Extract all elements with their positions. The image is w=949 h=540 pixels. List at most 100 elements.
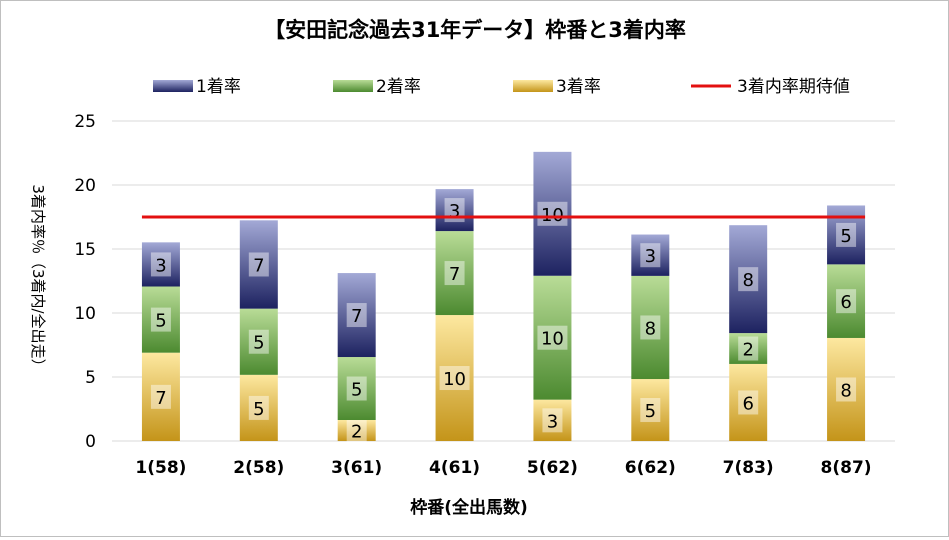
legend-item: 1着率 bbox=[153, 77, 241, 97]
x-tick-label: 3(61) bbox=[331, 458, 382, 478]
bar-segment bbox=[631, 234, 670, 276]
bar-segment bbox=[141, 286, 180, 353]
data-label: 2 bbox=[742, 340, 753, 361]
bar-stack: 5 5 7 bbox=[239, 220, 278, 441]
bar-segment bbox=[435, 315, 474, 441]
data-label: 6 bbox=[840, 292, 851, 313]
data-label-bg bbox=[738, 390, 759, 415]
data-label: 7 bbox=[155, 388, 166, 409]
y-tick-label: 10 bbox=[74, 304, 96, 324]
y-axis-label: 3着内率％（3着内/全出走） bbox=[29, 184, 47, 373]
data-label-bg bbox=[444, 261, 465, 286]
bar-stack: 3 10 10 bbox=[533, 151, 572, 441]
data-label: 7 bbox=[253, 255, 264, 276]
data-label: 8 bbox=[645, 318, 656, 339]
bar-segment bbox=[827, 337, 866, 441]
bar-segment bbox=[435, 231, 474, 316]
data-label-bg bbox=[537, 201, 568, 226]
data-label-bg bbox=[346, 418, 367, 443]
bar-stack: 2 5 7 bbox=[337, 273, 376, 443]
legend-label: 2着率 bbox=[376, 77, 421, 97]
bar-segment bbox=[827, 264, 866, 338]
legend-swatch bbox=[513, 80, 553, 92]
x-axis-label: 枠番(全出馬数) bbox=[410, 497, 528, 518]
x-axis-ticks: 1(58) 2(58) 3(61) 4(61) 5(62) 6(62) 7(83) 8(87) bbox=[135, 458, 871, 478]
bar-stack: 10 7 3 bbox=[435, 189, 474, 441]
legend-item: 3着率 bbox=[513, 77, 601, 97]
data-label: 5 bbox=[351, 380, 362, 401]
data-label: 6 bbox=[742, 393, 753, 414]
bar-segment bbox=[533, 151, 572, 276]
data-label: 2 bbox=[351, 422, 362, 443]
x-tick-label: 1(58) bbox=[135, 458, 186, 478]
data-label-bg bbox=[150, 307, 171, 332]
legend-label: 3着率 bbox=[556, 77, 601, 97]
bar-stack: 5 8 3 bbox=[631, 234, 670, 441]
data-label: 7 bbox=[351, 306, 362, 327]
bar-segment bbox=[239, 374, 278, 441]
data-label: 3 bbox=[155, 255, 166, 276]
bar-segment bbox=[435, 189, 474, 232]
bar-segment bbox=[337, 357, 376, 421]
x-tick-label: 2(58) bbox=[233, 458, 284, 478]
bar-stack: 7 5 3 bbox=[141, 242, 180, 441]
data-label-bg bbox=[248, 329, 269, 354]
bar-segment bbox=[533, 275, 572, 400]
data-label-bg bbox=[439, 366, 470, 391]
bar-segment bbox=[141, 242, 180, 287]
bar-segment bbox=[337, 420, 376, 441]
x-tick-label: 8(87) bbox=[821, 458, 872, 478]
legend-label: 3着内率期待値 bbox=[737, 77, 850, 97]
bar-segment bbox=[729, 333, 768, 364]
data-label-bg bbox=[542, 408, 563, 433]
data-label: 5 bbox=[840, 226, 851, 247]
data-label: 5 bbox=[253, 333, 264, 354]
data-label-bg bbox=[346, 376, 367, 401]
bar-segment bbox=[533, 399, 572, 441]
y-axis-ticks: 0 5 10 15 20 25 bbox=[74, 112, 96, 452]
data-label: 5 bbox=[253, 399, 264, 420]
bar-stack: 6 2 8 bbox=[729, 225, 768, 441]
data-label-bg bbox=[738, 336, 759, 361]
gridlines bbox=[112, 120, 895, 442]
data-label-bg bbox=[537, 325, 568, 350]
bar-segment bbox=[827, 205, 866, 265]
data-label: 5 bbox=[645, 401, 656, 422]
data-label-bg bbox=[150, 384, 171, 409]
y-tick-label: 20 bbox=[74, 176, 96, 196]
bar-segment bbox=[631, 275, 670, 380]
y-tick-label: 25 bbox=[74, 112, 96, 132]
legend-item: 2着率 bbox=[333, 77, 421, 97]
data-label-bg bbox=[836, 289, 857, 314]
legend: 1着率 2着率 3着率 3着内率期待値 bbox=[153, 77, 850, 97]
data-label: 7 bbox=[449, 264, 460, 285]
bar-segment bbox=[239, 220, 278, 309]
data-label: 3 bbox=[547, 411, 558, 432]
data-label-bg bbox=[248, 395, 269, 420]
data-label: 8 bbox=[742, 270, 753, 291]
chart-title: 【安田記念過去31年データ】枠番と3着内率 bbox=[264, 18, 686, 42]
y-tick-label: 15 bbox=[74, 240, 96, 260]
x-tick-label: 6(62) bbox=[625, 458, 676, 478]
bar-segment bbox=[141, 352, 180, 441]
data-label: 8 bbox=[840, 380, 851, 401]
bar-segment bbox=[337, 273, 376, 358]
data-label-bg bbox=[640, 243, 661, 268]
bar-segment bbox=[729, 225, 768, 334]
x-tick-label: 5(62) bbox=[527, 458, 578, 478]
x-tick-label: 7(83) bbox=[723, 458, 774, 478]
y-tick-label: 0 bbox=[85, 432, 96, 452]
data-label: 10 bbox=[541, 205, 564, 226]
legend-item: 3着内率期待値 bbox=[691, 77, 850, 97]
data-label-bg bbox=[738, 267, 759, 292]
legend-swatch bbox=[333, 80, 373, 92]
legend-swatch bbox=[153, 80, 193, 92]
bar-segment bbox=[631, 379, 670, 441]
y-tick-label: 5 bbox=[85, 368, 96, 388]
data-label-bg bbox=[248, 252, 269, 277]
data-label: 3 bbox=[449, 201, 460, 222]
bars: 7 5 3 5 5 7 2 5 7 10 7 3 3 10 10 5 8 3 6 2 8 8 6 5 bbox=[141, 151, 866, 443]
legend-label: 1着率 bbox=[196, 77, 241, 97]
